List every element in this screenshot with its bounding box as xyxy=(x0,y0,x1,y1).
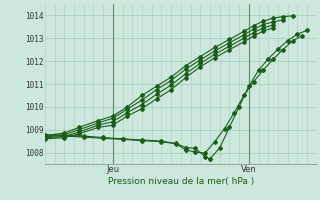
X-axis label: Pression niveau de la mer( hPa ): Pression niveau de la mer( hPa ) xyxy=(108,177,254,186)
